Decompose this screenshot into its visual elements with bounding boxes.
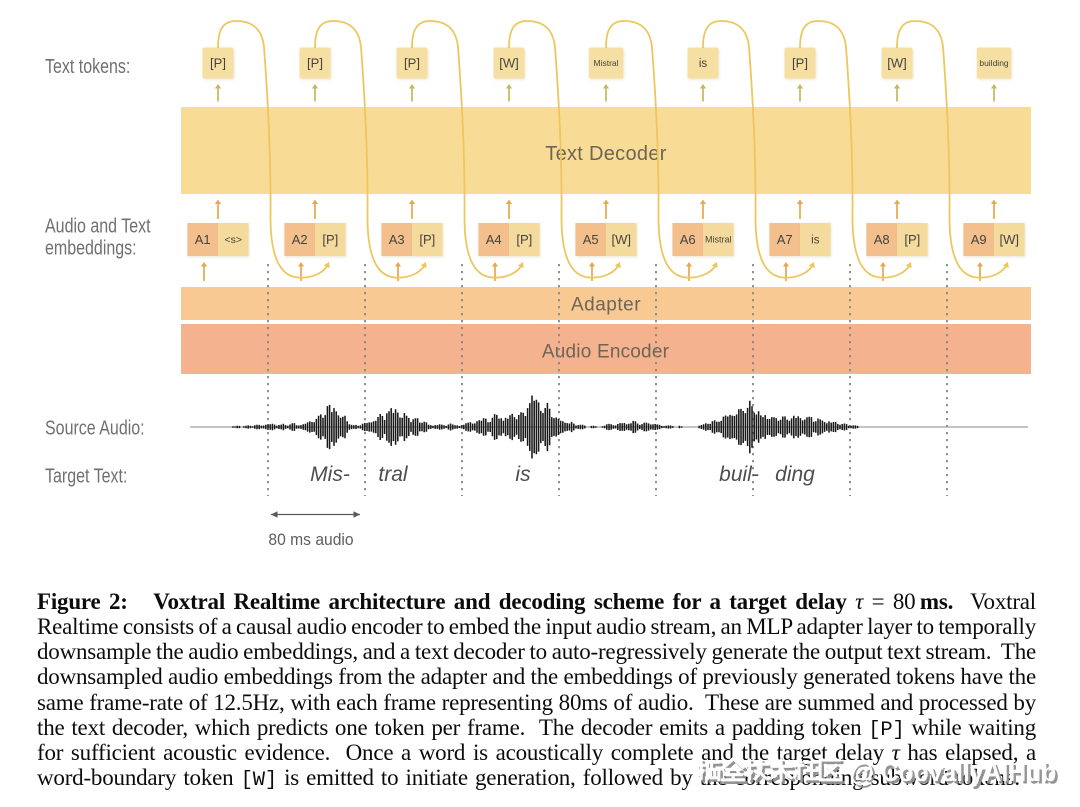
svg-text:<s>: <s> — [225, 234, 243, 246]
svg-text:A4: A4 — [486, 232, 502, 247]
svg-text:Mis-: Mis- — [310, 463, 350, 486]
svg-text:80 ms audio: 80 ms audio — [268, 530, 353, 549]
svg-text:A6: A6 — [680, 232, 696, 247]
svg-text:ding: ding — [775, 463, 815, 486]
svg-text:Source Audio:: Source Audio: — [45, 417, 145, 439]
svg-text:[W]: [W] — [612, 232, 632, 247]
svg-text:[P]: [P] — [307, 56, 323, 71]
svg-text:[P]: [P] — [322, 232, 338, 247]
svg-text:Text tokens:: Text tokens: — [45, 55, 130, 77]
svg-text:Mistral: Mistral — [593, 58, 618, 68]
svg-text:A1: A1 — [195, 232, 211, 247]
svg-text:[P]: [P] — [210, 56, 226, 71]
svg-text:[W]: [W] — [887, 56, 907, 71]
svg-text:is: is — [811, 235, 820, 247]
svg-text:@ CoovallyAIHub: @ CoovallyAIHub — [852, 761, 1059, 790]
svg-text:Mistral: Mistral — [705, 235, 732, 245]
svg-text:A2: A2 — [292, 232, 308, 247]
svg-text:[P]: [P] — [516, 232, 532, 247]
svg-text:Audio and Text: Audio and Text — [45, 215, 151, 237]
svg-text:is: is — [515, 463, 531, 486]
svg-text:A7: A7 — [777, 232, 793, 247]
svg-text:building: building — [979, 58, 1009, 68]
svg-text:[P]: [P] — [404, 56, 420, 71]
svg-text:buil-: buil- — [719, 463, 759, 486]
svg-text:embeddings:: embeddings: — [45, 237, 137, 259]
svg-text:A8: A8 — [874, 232, 890, 247]
svg-text:is: is — [699, 58, 708, 70]
svg-text:[P]: [P] — [792, 56, 808, 71]
svg-text:A9: A9 — [971, 232, 987, 247]
svg-text:[P]: [P] — [419, 232, 435, 247]
svg-text:@ CoovallyAIHub: @ CoovallyAIHub — [850, 758, 1057, 787]
svg-text:A5: A5 — [583, 232, 599, 247]
svg-text:Text Decoder: Text Decoder — [545, 143, 666, 165]
svg-text:[W]: [W] — [1000, 232, 1020, 247]
svg-text:Audio Encoder: Audio Encoder — [542, 342, 670, 363]
svg-text:Adapter: Adapter — [571, 295, 641, 316]
svg-text:A3: A3 — [389, 232, 405, 247]
svg-text:Target Text:: Target Text: — [45, 465, 127, 487]
svg-text:[P]: [P] — [904, 232, 920, 247]
svg-text:[W]: [W] — [499, 56, 519, 71]
svg-text:tral: tral — [378, 463, 409, 486]
